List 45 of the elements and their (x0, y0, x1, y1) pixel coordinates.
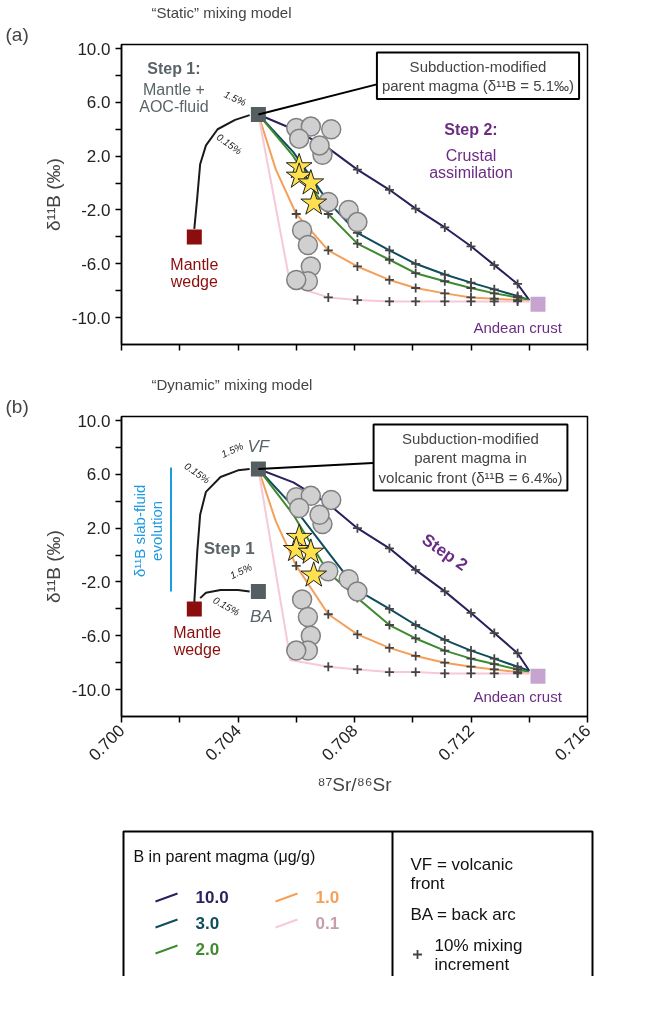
y-tick-label: -6.0 (81, 254, 111, 274)
y-tick-label: -2.0 (81, 572, 111, 592)
annotation: 1.5% (228, 561, 254, 582)
x-axis-title: ⁸⁷Sr/⁸⁶Sr (317, 774, 393, 796)
text: BA = back arc (410, 904, 517, 924)
annotation: Andean crust (473, 318, 563, 336)
y-tick-label: -10.0 (71, 308, 111, 328)
annotation: Crustal assimilation (429, 147, 513, 182)
annotation: 1.5% (219, 440, 245, 460)
annotation: 1.5% (222, 88, 248, 109)
annotation: δ¹¹B slab-fluid evolution (130, 484, 165, 578)
annotation: Mantle wedge (172, 624, 222, 659)
annotation: Mantle + AOC-fluid (139, 81, 209, 116)
y-tick-label: 10.0 (77, 411, 111, 431)
annotation: Step 1 (203, 538, 255, 558)
y-tick-label: 6.0 (86, 93, 111, 113)
legend-label: 2.0 (195, 939, 220, 959)
legend-label: 1.0 (315, 887, 340, 907)
annotation: Subduction-modified parent magma (δ¹¹B = 5.1‰) (381, 57, 575, 95)
annotation: Step 2: (444, 120, 498, 138)
chart-title: “Dynamic” mixing model (151, 375, 313, 393)
legend-label: 0.1 (315, 913, 340, 933)
legend-label: 10% mixing increment (434, 935, 523, 974)
chart-title: “Static” mixing model (151, 3, 292, 21)
annotation: Mantle wedge (169, 256, 219, 291)
y-tick-label: -2.0 (81, 200, 111, 220)
legend-label: 10.0 (195, 887, 229, 907)
y-tick-label: 2.0 (86, 519, 111, 539)
annotation: BA (249, 607, 273, 627)
legend-label: 3.0 (195, 913, 220, 933)
text: (a) (5, 23, 29, 45)
y-tick-label: 10.0 (77, 39, 111, 59)
text: VF = volcanic front (410, 854, 514, 893)
y-axis-title: δ¹¹B (‰) (42, 530, 64, 603)
annotation: Subduction-modified parent magma in volcanic front (δ¹¹B = 6.4‰) (378, 429, 563, 486)
text: (b) (5, 395, 29, 417)
annotation: Andean crust (473, 687, 563, 705)
annotation: VF (247, 436, 271, 456)
y-tick-label: -10.0 (71, 680, 111, 700)
legend-title: B in parent magma (μg/g) (133, 848, 316, 865)
y-tick-label: 6.0 (86, 465, 111, 485)
y-tick-label: 2.0 (86, 147, 111, 167)
annotation: Step 1: (147, 60, 201, 78)
y-tick-label: -6.0 (81, 626, 111, 646)
y-axis-title: δ¹¹B (‰) (42, 158, 64, 231)
